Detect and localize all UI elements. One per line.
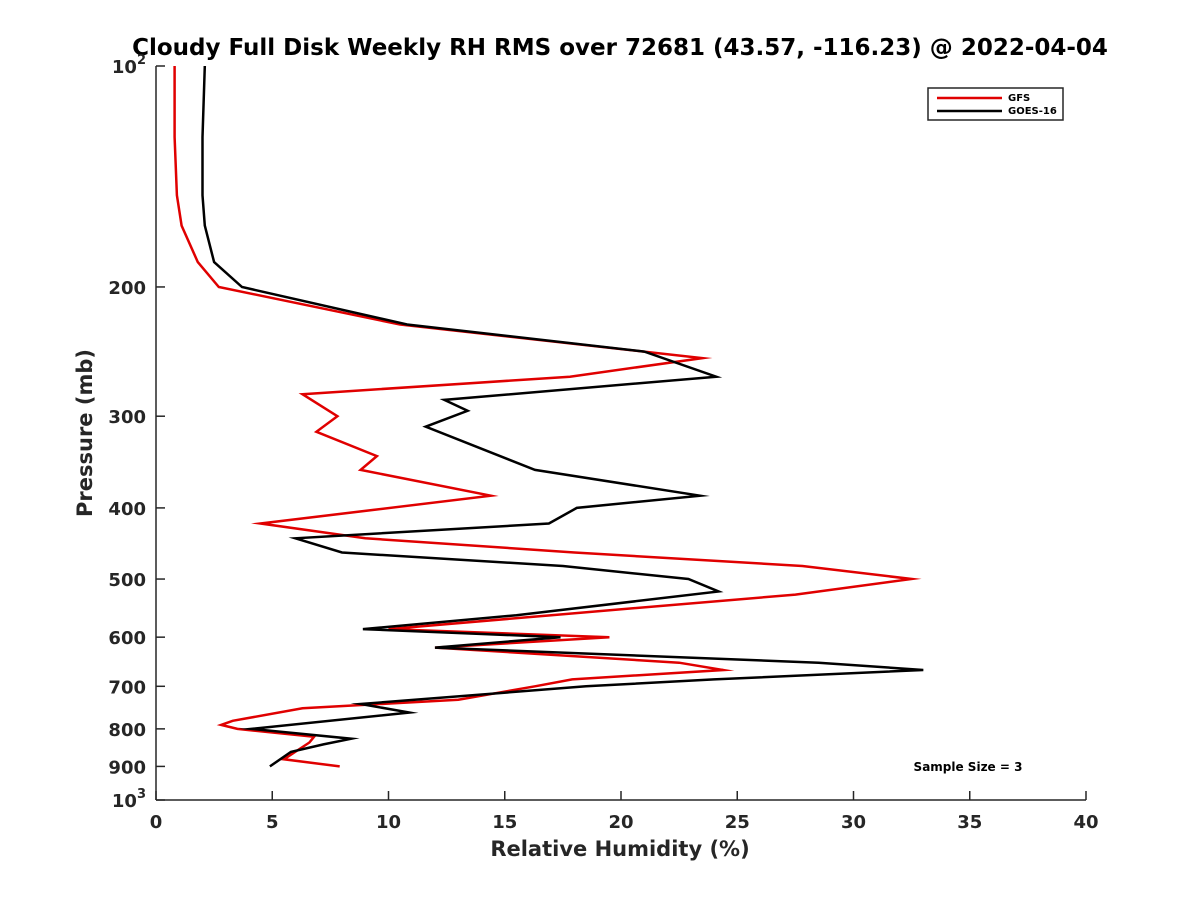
chart-title: Cloudy Full Disk Weekly RH RMS over 7268… bbox=[132, 35, 1108, 61]
y-tick-label: 200 bbox=[108, 278, 146, 299]
plot-area: 0 5 10 15 20 25 30 35 40 102 200 300 400 500 600 700 80… bbox=[108, 53, 1098, 833]
legend: GFS GOES-16 bbox=[927, 87, 1064, 121]
y-tick-label: 300 bbox=[108, 407, 146, 428]
series-layer bbox=[173, 65, 924, 768]
series-line-goes-16 bbox=[201, 65, 924, 768]
y-tick-label: 103 bbox=[112, 787, 146, 812]
y-tick-label: 700 bbox=[108, 677, 146, 698]
y-tick-label: 900 bbox=[108, 757, 146, 778]
legend-label-goes16: GOES-16 bbox=[1008, 106, 1057, 117]
y-tick-label: 102 bbox=[112, 53, 146, 78]
legend-label-gfs: GFS bbox=[1008, 93, 1030, 104]
x-tick-label: 25 bbox=[725, 812, 750, 833]
legend-box bbox=[927, 87, 1064, 121]
y-ticks: 102 200 300 400 500 600 700 800 900 103 bbox=[108, 53, 165, 812]
x-tick-label: 40 bbox=[1073, 812, 1098, 833]
x-ticks: 0 5 10 15 20 25 30 35 40 bbox=[150, 791, 1099, 833]
x-axis-label: Relative Humidity (%) bbox=[490, 837, 749, 861]
x-tick-label: 15 bbox=[492, 812, 517, 833]
x-tick-label: 30 bbox=[841, 812, 866, 833]
y-tick-label: 500 bbox=[108, 570, 146, 591]
y-tick-label: 800 bbox=[108, 720, 146, 741]
y-tick-label: 600 bbox=[108, 628, 146, 649]
y-axis-label: Pressure (mb) bbox=[73, 349, 97, 517]
y-tick-label: 400 bbox=[108, 499, 146, 520]
x-tick-label: 5 bbox=[266, 812, 279, 833]
x-tick-label: 20 bbox=[608, 812, 633, 833]
x-tick-label: 10 bbox=[376, 812, 401, 833]
x-tick-label: 35 bbox=[957, 812, 982, 833]
sample-size-annotation: Sample Size = 3 bbox=[914, 760, 1023, 774]
x-tick-label: 0 bbox=[150, 812, 163, 833]
